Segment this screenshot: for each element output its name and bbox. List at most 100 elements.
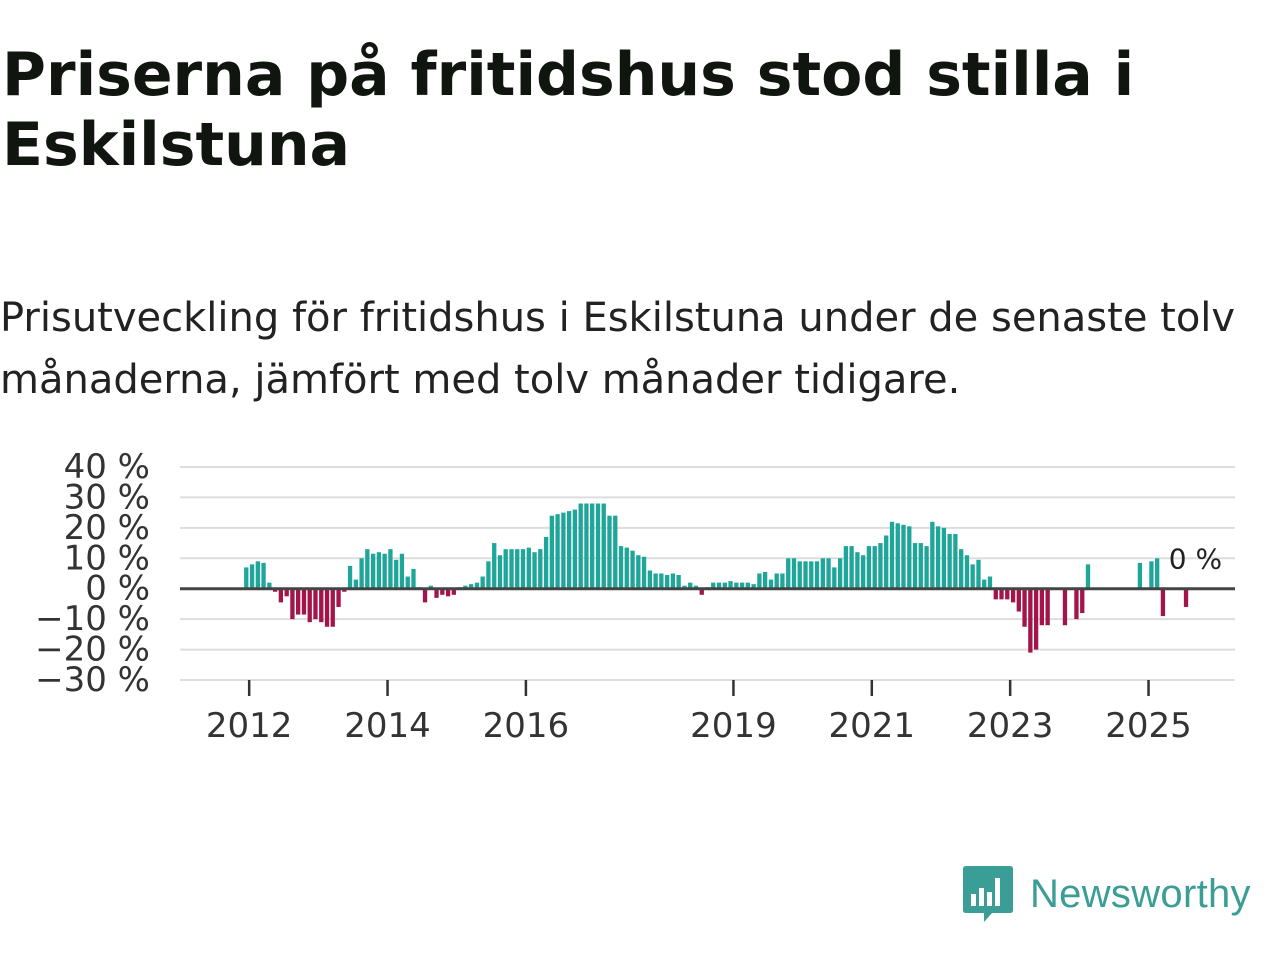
bar — [636, 555, 641, 589]
bar — [976, 559, 981, 589]
bar — [463, 585, 468, 589]
bar — [440, 588, 445, 595]
x-tick-label: 2019 — [690, 706, 777, 746]
bar — [653, 573, 658, 589]
bar — [399, 553, 405, 589]
bar — [866, 546, 872, 589]
bar — [532, 552, 537, 589]
bar — [1155, 558, 1160, 589]
x-tick-label: 2012 — [206, 706, 293, 746]
x-tick-label: 2021 — [829, 706, 916, 746]
bar — [872, 546, 877, 589]
bar — [411, 568, 416, 589]
bar — [930, 521, 935, 589]
bar — [682, 585, 687, 589]
bar — [249, 564, 255, 589]
bar — [901, 524, 906, 589]
bar — [1085, 564, 1091, 589]
bar — [590, 503, 595, 589]
bar — [301, 588, 307, 615]
bar — [1005, 588, 1010, 600]
newsworthy-logo: Newsworthy — [962, 862, 1251, 926]
bar — [1080, 588, 1085, 614]
y-tick-label: 20 % — [64, 508, 150, 548]
bar — [665, 575, 670, 589]
bar — [480, 576, 485, 589]
price-change-bar-chart: 40 %30 %20 %10 %0 %−10 %−20 %−30 % 2012 2… — [35, 447, 1235, 746]
bar — [290, 588, 295, 620]
y-tick-label: −30 % — [35, 660, 150, 700]
bar — [555, 514, 560, 589]
y-tick-label: 10 % — [64, 538, 150, 578]
bar — [618, 546, 624, 589]
bar — [809, 561, 814, 589]
bar — [889, 521, 895, 589]
bar — [566, 511, 572, 589]
x-tick-label: 2025 — [1105, 706, 1192, 746]
bar — [895, 523, 900, 589]
bar — [1045, 588, 1050, 626]
bar — [497, 555, 503, 589]
bar — [693, 585, 699, 589]
bar — [607, 515, 612, 589]
y-tick-label: −10 % — [35, 599, 150, 639]
bar — [884, 535, 889, 589]
bar — [296, 588, 301, 615]
bar — [255, 561, 260, 589]
bar — [267, 582, 272, 589]
bar — [670, 573, 676, 589]
bar — [307, 588, 312, 623]
bar — [515, 549, 520, 589]
bar — [434, 588, 439, 598]
bar — [641, 556, 647, 589]
bar — [676, 575, 681, 589]
bar — [526, 547, 531, 589]
bar — [342, 588, 347, 592]
bar — [1016, 588, 1021, 612]
bar — [918, 543, 923, 589]
bar — [1062, 588, 1068, 626]
bar — [803, 561, 808, 589]
bar — [1137, 562, 1143, 589]
bar — [445, 588, 451, 597]
bar — [987, 576, 993, 589]
bar — [330, 588, 335, 627]
bar — [382, 553, 387, 589]
bar — [780, 573, 785, 589]
bar — [953, 533, 958, 589]
bar — [549, 515, 554, 589]
bar — [538, 549, 543, 589]
y-tick-label: 0 % — [85, 569, 150, 609]
bar — [509, 549, 514, 589]
bar — [1183, 588, 1189, 607]
bar — [1010, 588, 1016, 603]
x-tick-label: 2016 — [483, 706, 570, 746]
y-tick-label: −20 % — [35, 630, 150, 670]
bar — [970, 564, 975, 589]
bar — [1033, 588, 1039, 650]
bar — [843, 546, 849, 589]
bar — [1022, 588, 1027, 627]
chart-subtitle: Prisutveckling för fritidshus i Eskilstu… — [0, 295, 1236, 403]
bar — [993, 588, 998, 600]
bar — [561, 512, 566, 589]
bar — [503, 549, 508, 589]
bar — [837, 558, 843, 589]
bar — [428, 585, 433, 589]
bar — [855, 552, 860, 589]
bar — [388, 549, 393, 589]
bar — [947, 533, 952, 589]
bar — [284, 588, 289, 597]
bar — [486, 561, 491, 589]
bar — [359, 558, 364, 589]
bar — [272, 588, 278, 592]
bar — [405, 576, 410, 589]
bar — [728, 581, 733, 589]
bar — [907, 526, 912, 589]
y-tick-label: 40 % — [64, 447, 150, 487]
bar — [999, 588, 1004, 600]
brand-name: Newsworthy — [1030, 871, 1251, 916]
bar — [982, 579, 987, 589]
bar — [422, 588, 428, 603]
bars — [244, 503, 1189, 653]
